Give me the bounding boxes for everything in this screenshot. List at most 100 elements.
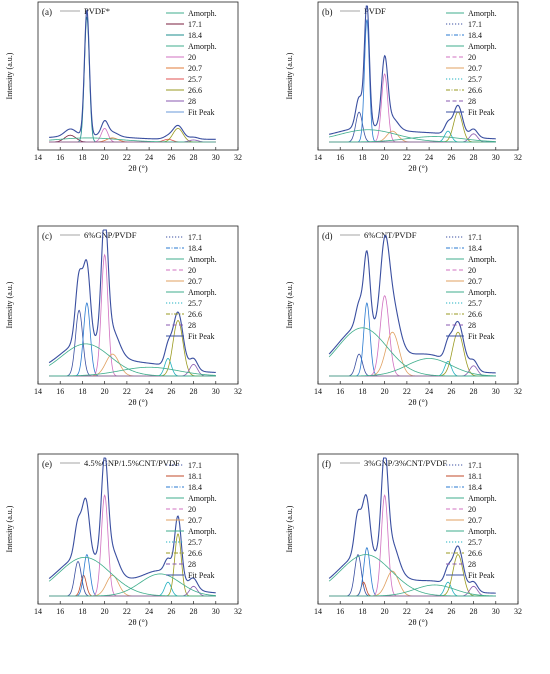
plot-frame bbox=[317, 1, 519, 151]
legend-entry: 25.7 bbox=[188, 75, 202, 84]
legend-entry: 18.4 bbox=[468, 483, 482, 492]
x-tick-label: 16 bbox=[56, 387, 64, 396]
x-axis-label: 2θ (°) bbox=[128, 397, 148, 407]
x-tick-label: 28 bbox=[470, 387, 478, 396]
legend-entry: Fit Peak bbox=[468, 108, 494, 117]
panel-4: 14 16 18 20 22 24 26 28 30 32 2θ (°) Intensity (a.u… bbox=[285, 225, 522, 407]
x-tick-label: 14 bbox=[34, 153, 42, 162]
x-tick-label: 14 bbox=[314, 387, 322, 396]
x-tick-label: 30 bbox=[212, 387, 220, 396]
sample-name: 4.5%GNP/1.5%CNT/PVDF bbox=[84, 458, 180, 468]
x-tick-label: 24 bbox=[425, 153, 433, 162]
legend-entry: 25.7 bbox=[468, 538, 482, 547]
x-tick-label: 18 bbox=[78, 153, 86, 162]
y-axis-label: Intensity (a.u.) bbox=[5, 505, 14, 552]
x-tick-label: 16 bbox=[336, 387, 344, 396]
plot-frame bbox=[37, 453, 239, 605]
legend-entry: 28 bbox=[188, 560, 196, 569]
legend-entry: 20.7 bbox=[468, 64, 482, 73]
x-tick-label: 18 bbox=[358, 387, 366, 396]
x-tick-label: 24 bbox=[145, 153, 153, 162]
plot-frame bbox=[317, 453, 519, 605]
x-axis-label: 2θ (°) bbox=[128, 617, 148, 627]
x-tick-label: 30 bbox=[212, 607, 220, 616]
x-tick-label: 22 bbox=[123, 153, 131, 162]
fit-envelope bbox=[48, 457, 216, 594]
fit-envelope bbox=[328, 457, 496, 594]
legend-entry: 25.7 bbox=[188, 299, 202, 308]
legend-entry: 20 bbox=[468, 53, 476, 62]
legend-entry: 17.1 bbox=[468, 20, 482, 29]
x-tick-label: 18 bbox=[78, 607, 86, 616]
x-tick-label: 22 bbox=[123, 607, 131, 616]
x-tick-label: 32 bbox=[514, 153, 522, 162]
legend-entry: Amorph. bbox=[468, 42, 497, 51]
panel-label: (f) bbox=[322, 459, 331, 469]
x-tick-label: 14 bbox=[314, 607, 322, 616]
legend-entry: Amorph. bbox=[468, 494, 497, 503]
legend-entry: 20.7 bbox=[188, 277, 202, 286]
legend-entry: 20 bbox=[188, 266, 196, 275]
legend-entry: 25.7 bbox=[188, 538, 202, 547]
legend-entry: 20 bbox=[468, 266, 476, 275]
sample-name: 3%GNP/3%CNT/PVDF bbox=[364, 458, 447, 468]
component-peak-7 bbox=[49, 139, 216, 143]
legend-entry: 26.6 bbox=[468, 310, 482, 319]
x-tick-label: 26 bbox=[447, 607, 455, 616]
legend-entry: 28 bbox=[188, 97, 196, 106]
legend-entry: 18.4 bbox=[468, 244, 482, 253]
x-tick-label: 14 bbox=[314, 153, 322, 162]
legend-entry: 17.1 bbox=[188, 20, 202, 29]
x-tick-label: 20 bbox=[101, 607, 109, 616]
legend-entry: Amorph. bbox=[188, 42, 217, 51]
legend-entry: Fit Peak bbox=[188, 108, 214, 117]
x-tick-label: 24 bbox=[425, 387, 433, 396]
legend-entry: 20.7 bbox=[188, 516, 202, 525]
legend-entry: 20.7 bbox=[188, 64, 202, 73]
plot-frame bbox=[37, 1, 239, 151]
x-tick-label: 26 bbox=[167, 387, 175, 396]
x-tick-label: 32 bbox=[234, 607, 242, 616]
legend-entry: Fit Peak bbox=[188, 332, 214, 341]
x-tick-label: 32 bbox=[514, 387, 522, 396]
legend-entry: 26.6 bbox=[188, 549, 202, 558]
x-tick-label: 16 bbox=[56, 153, 64, 162]
legend-entry: 18.1 bbox=[188, 472, 202, 481]
x-tick-label: 16 bbox=[336, 153, 344, 162]
legend-entry: 25.7 bbox=[468, 75, 482, 84]
sample-name: PVDF bbox=[364, 6, 386, 16]
legend-entry: Fit Peak bbox=[468, 332, 494, 341]
component-peak-8 bbox=[48, 343, 216, 377]
legend-entry: 28 bbox=[468, 321, 476, 330]
y-axis-label: Intensity (a.u.) bbox=[285, 281, 294, 328]
component-peak-7 bbox=[329, 365, 496, 377]
x-tick-label: 20 bbox=[101, 387, 109, 396]
legend-entry: 28 bbox=[468, 97, 476, 106]
x-axis-label: 2θ (°) bbox=[408, 163, 428, 173]
legend-entry: 20 bbox=[188, 505, 196, 514]
legend-entry: Amorph. bbox=[468, 9, 497, 18]
legend-entry: 26.6 bbox=[188, 310, 202, 319]
fit-envelope bbox=[49, 9, 216, 140]
x-tick-label: 26 bbox=[167, 153, 175, 162]
x-tick-label: 30 bbox=[492, 607, 500, 616]
x-tick-label: 20 bbox=[381, 153, 389, 162]
legend-entry: 25.7 bbox=[468, 299, 482, 308]
x-tick-label: 30 bbox=[492, 387, 500, 396]
legend-entry: 18.4 bbox=[188, 244, 202, 253]
panel-2: 14 16 18 20 22 24 26 28 30 32 2θ (°) Intensity (a.u… bbox=[285, 1, 522, 173]
legend-entry: 18.4 bbox=[188, 31, 202, 40]
x-tick-label: 22 bbox=[123, 387, 131, 396]
x-tick-label: 22 bbox=[403, 153, 411, 162]
plot-frame bbox=[317, 225, 519, 385]
y-axis-label: Intensity (a.u.) bbox=[5, 281, 14, 328]
x-axis-label: 2θ (°) bbox=[128, 163, 148, 173]
x-tick-label: 26 bbox=[447, 387, 455, 396]
x-tick-label: 20 bbox=[381, 387, 389, 396]
x-tick-label: 16 bbox=[56, 607, 64, 616]
x-tick-label: 30 bbox=[212, 153, 220, 162]
x-tick-label: 14 bbox=[34, 387, 42, 396]
component-peak-9 bbox=[48, 556, 216, 597]
x-tick-label: 28 bbox=[190, 387, 198, 396]
x-tick-label: 16 bbox=[336, 607, 344, 616]
